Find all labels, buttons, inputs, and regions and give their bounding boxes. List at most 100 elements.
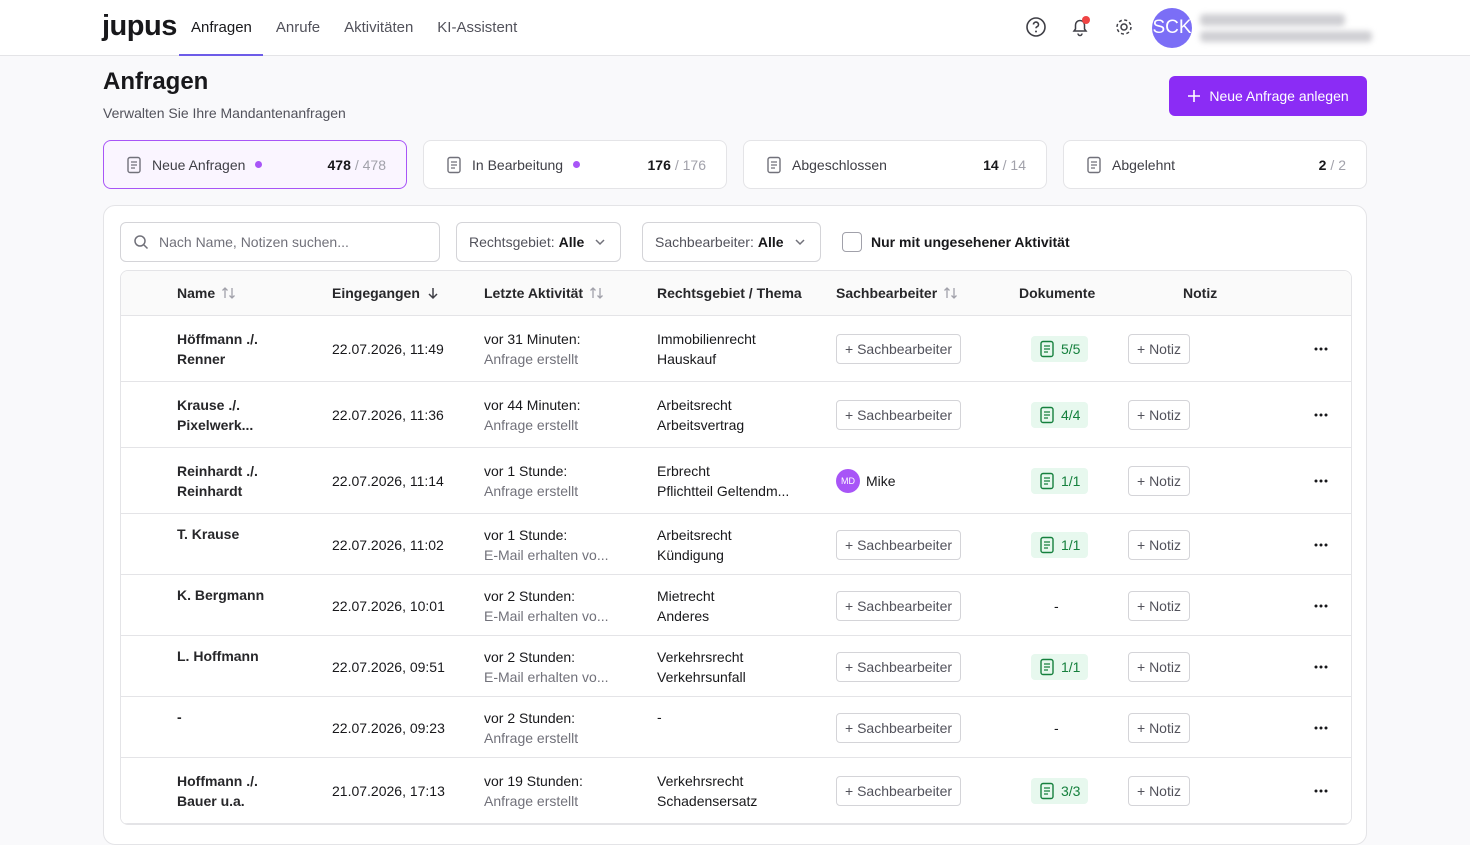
unseen-dot — [255, 161, 263, 168]
legal-area: Immobilienrecht — [657, 331, 756, 347]
legal-topic: Arbeitsvertrag — [657, 417, 745, 433]
column-header[interactable]: Sachbearbeiter — [836, 285, 959, 301]
card-icon — [1086, 156, 1102, 174]
column-header[interactable]: Letzte Aktivität — [484, 285, 605, 301]
row-menu[interactable] — [1314, 403, 1328, 430]
new-request-button[interactable]: Neue Anfrage anlegen — [1169, 76, 1367, 116]
request-name: - — [177, 709, 182, 725]
notification-icon[interactable] — [1069, 16, 1091, 38]
legal-topic: Hauskauf — [657, 351, 717, 367]
nav-tab[interactable]: Aktivitäten — [344, 19, 414, 36]
request-name: K. Bergmann — [177, 587, 265, 603]
status-card[interactable]: Abgeschlossen 14/ 14 — [743, 140, 1047, 189]
documents-count: 3/3 — [1061, 783, 1081, 799]
documents-badge[interactable]: 4/4 — [1031, 402, 1089, 428]
table-row[interactable]: Höffmann ./. Renner 22.07.2026, 11:49 vor … — [121, 316, 1351, 382]
legal-area: Mietrecht — [657, 587, 715, 604]
add-note-button[interactable]: + Notiz — [1128, 466, 1190, 496]
document-icon-svg — [1040, 406, 1054, 424]
new-request-label: Neue Anfrage anlegen — [1209, 88, 1349, 104]
logo[interactable]: jupus — [102, 10, 177, 42]
status-card[interactable]: In Bearbeitung 176/ 176 — [423, 140, 727, 189]
unseen-filter[interactable]: Nur mit ungesehener Aktivität — [842, 232, 1070, 252]
table-row[interactable]: - 22.07.2026, 09:23 vor 2 Stunden: Anfrage … — [121, 697, 1351, 758]
table-row[interactable]: Hoffmann ./. Bauer u.a. 21.07.2026, 17:13… — [121, 758, 1351, 824]
no-documents: - — [1054, 597, 1059, 614]
row-menu[interactable] — [1314, 533, 1328, 560]
add-note-button[interactable]: + Notiz — [1128, 712, 1190, 743]
add-assignee-button[interactable]: + Sachbearbeiter — [836, 529, 962, 560]
request-name: Hoffmann ./. Bauer u.a. — [177, 773, 258, 809]
add-note-button[interactable]: + Notiz — [1128, 400, 1190, 430]
table-row[interactable]: Reinhardt ./. Reinhardt 22.07.2026, 11:14… — [121, 448, 1351, 514]
row-menu[interactable] — [1314, 655, 1328, 682]
add-assignee-button[interactable]: + Sachbearbeiter — [836, 334, 962, 364]
search-icon — [134, 235, 149, 250]
search-input[interactable]: Nach Name, Notizen suchen... — [120, 222, 440, 262]
add-assignee-button[interactable]: + Sachbearbeiter — [836, 776, 962, 806]
documents-badge[interactable]: 1/1 — [1031, 468, 1089, 494]
no-documents: - — [1054, 719, 1059, 736]
documents-badge[interactable]: 1/1 — [1031, 531, 1089, 558]
add-note-button[interactable]: + Notiz — [1128, 590, 1190, 621]
received-date: 22.07.2026, 09:23 — [332, 719, 445, 736]
card-count: 14 — [983, 156, 999, 173]
table-row[interactable]: K. Bergmann 22.07.2026, 10:01 vor 2 Stunde… — [121, 575, 1351, 636]
add-assignee-button[interactable]: + Sachbearbeiter — [836, 651, 962, 682]
column-title: Notiz — [1183, 285, 1218, 301]
row-menu[interactable] — [1314, 337, 1328, 364]
card-count: 2 — [1318, 156, 1327, 173]
sort-icon — [943, 286, 959, 300]
document-icon — [1039, 536, 1055, 554]
activity-text: E-Mail erhalten vo... — [484, 546, 609, 563]
received-date: 22.07.2026, 11:14 — [332, 473, 444, 489]
documents-count: 5/5 — [1061, 341, 1081, 357]
area-filter[interactable]: Rechtsgebiet: Alle — [456, 222, 622, 262]
activity-time: vor 2 Stunden: — [484, 709, 576, 726]
column-header[interactable]: Name — [177, 285, 237, 301]
table-row[interactable]: Krause ./. Pixelwerk... 22.07.2026, 11:36… — [121, 382, 1351, 448]
checkbox[interactable] — [842, 232, 862, 252]
table-row[interactable]: L. Hoffmann 22.07.2026, 09:51 vor 2 Stunde… — [121, 636, 1351, 697]
document-icon-svg — [1040, 658, 1054, 675]
add-note-button[interactable]: + Notiz — [1128, 334, 1190, 364]
request-name: Höffmann ./. Renner — [177, 331, 258, 367]
row-menu[interactable] — [1314, 469, 1328, 496]
activity-text: Anfrage erstellt — [484, 417, 579, 433]
nav-tab[interactable]: KI-Assistent — [437, 19, 518, 36]
column-header[interactable]: Eingegangen — [332, 285, 440, 301]
requests-panel: Nach Name, Notizen suchen... Rechtsgebie… — [103, 205, 1367, 845]
add-note-button[interactable]: + Notiz — [1128, 651, 1190, 682]
nav-tab[interactable]: Anrufe — [275, 19, 321, 36]
received-date: 22.07.2026, 10:01 — [332, 597, 445, 614]
activity-time: vor 1 Stunde: — [484, 463, 568, 479]
row-menu[interactable] — [1314, 779, 1328, 806]
card-icon — [766, 156, 782, 174]
row-menu[interactable] — [1314, 594, 1328, 621]
documents-badge[interactable]: 1/1 — [1031, 653, 1089, 680]
add-assignee-button[interactable]: + Sachbearbeiter — [836, 400, 962, 430]
help-icon[interactable] — [1025, 16, 1047, 38]
status-card[interactable]: Neue Anfragen 478/ 478 — [103, 140, 407, 189]
assignee[interactable]: MD Mike — [836, 469, 896, 493]
documents-badge[interactable]: 3/3 — [1031, 778, 1089, 804]
document-icon — [1039, 406, 1055, 424]
checkbox-label: Nur mit ungesehener Aktivität — [871, 234, 1070, 250]
received-date: 22.07.2026, 09:51 — [332, 658, 445, 675]
activity-text: Anfrage erstellt — [484, 351, 579, 367]
settings-icon[interactable] — [1113, 16, 1135, 38]
row-menu[interactable] — [1314, 716, 1328, 743]
nav-tab[interactable]: Anfragen — [179, 0, 263, 56]
top-nav: jupus Anfragen Anrufe Aktivitäten KI-Assist… — [0, 0, 1470, 56]
activity-time: vor 31 Minuten: — [484, 331, 581, 347]
table-row[interactable]: T. Krause 22.07.2026, 11:02 vor 1 Stunde: E… — [121, 514, 1351, 575]
user-avatar[interactable]: SCK — [1152, 8, 1192, 48]
add-assignee-button[interactable]: + Sachbearbeiter — [836, 590, 962, 621]
assignee-filter[interactable]: Sachbearbeiter: Alle — [642, 222, 821, 262]
add-note-button[interactable]: + Notiz — [1128, 529, 1190, 560]
add-assignee-button[interactable]: + Sachbearbeiter — [836, 712, 962, 743]
legal-topic: Schadensersatz — [657, 793, 758, 809]
card-total: / 478 — [354, 156, 386, 173]
status-card[interactable]: Abgelehnt 2/ 2 — [1063, 140, 1367, 189]
documents-badge[interactable]: 5/5 — [1031, 336, 1089, 362]
